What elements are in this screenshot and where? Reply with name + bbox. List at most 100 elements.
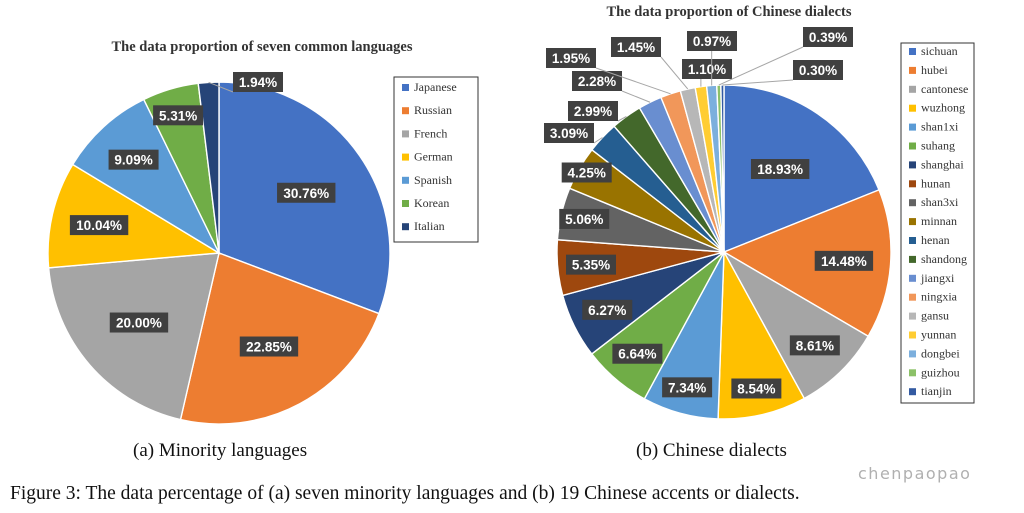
data-label-box [559,208,610,229]
leader-line [718,46,804,86]
data-label-shan1xi: 7.34% [668,380,706,395]
data-label-suhang: 6.64% [618,347,656,362]
legend-label-suhang: suhang [921,139,955,153]
legend-swatch-wuzhong [909,104,916,112]
legend-swatch-italian [402,223,409,231]
legend-swatch-japanese [402,84,409,91]
data-label-shanghai: 6.27% [588,303,626,318]
data-label-hubei: 14.48% [821,254,867,269]
legend-swatch-korean [402,200,409,207]
legend-label-shan3xi: shan3xi [921,195,959,209]
data-label-italian: 1.94% [239,75,277,90]
legend-swatch-tianjin [909,388,916,396]
data-label-german: 10.04% [76,218,122,233]
legend-swatch-sichuan [909,48,916,55]
data-label-box [546,48,596,68]
data-label-box [803,27,853,47]
data-label-tianjin: 0.30% [799,63,837,78]
leader-line [617,116,627,122]
pie-slice-hubei [722,188,892,338]
leader-line [722,79,794,86]
legend-label-jiangxi: jiangxi [920,271,955,285]
legend-label-german: German [414,150,453,164]
legend-swatch-ningxia [909,293,916,301]
pie-slice-cantonese [722,250,870,400]
data-label-box [544,123,594,143]
legend-swatch-yunnan [909,331,916,339]
data-label-box [568,101,618,121]
legend-label-minnan: minnan [921,214,957,228]
legend-label-hunan: hunan [921,176,950,190]
data-label-box [239,336,299,357]
legend-swatch-shan1xi [909,123,916,131]
legend-swatch-shanghai [909,161,916,169]
data-label-korean: 5.31% [159,108,197,123]
legend-label-japanese: Japanese [414,80,457,94]
chart-title: The data proportion of seven common lang… [111,39,412,55]
pie-slice-german [47,163,222,269]
legend-label-shandong: shandong [921,252,967,266]
legend-swatch-gansu [909,312,916,320]
data-label-box [662,377,713,398]
data-label-guizhou: 0.39% [809,30,847,45]
legend-label-dongbei: dongbei [921,346,960,360]
pie-slice-spanish [71,98,221,255]
figure-caption: Figure 3: The data percentage of (a) sev… [10,483,800,504]
data-label-box [277,182,336,203]
legend-label-cantonese: cantonese [921,82,968,96]
legend-label-wuzhong: wuzhong [921,101,965,115]
data-label-box [561,162,612,183]
data-label-box [109,312,169,333]
legend-label-shan1xi: shan1xi [921,120,959,134]
data-label-shandong: 2.99% [574,104,612,119]
data-label-spanish: 9.09% [114,153,152,168]
data-label-box [572,71,622,91]
data-label-box [69,215,129,236]
chart-title: The data proportion of Chinese dialects [606,4,851,20]
data-label-jiangxi: 2.28% [578,74,616,89]
legend-swatch-minnan [909,218,916,226]
legend-label-henan: henan [921,233,950,247]
legend-swatch-russian [402,107,409,115]
legend-swatch-jiangxi [909,274,916,282]
data-label-box [731,378,782,399]
legend-label-italian: Italian [414,219,445,233]
data-label-gansu: 1.45% [617,40,655,55]
data-label-japanese: 30.76% [283,186,329,201]
legend-label-guizhou: guizhou [921,365,960,379]
legend-label-yunnan: yunnan [921,328,956,342]
legend-label-gansu: gansu [921,309,949,323]
watermark-text: chenpaopao [858,464,972,483]
legend-swatch-dongbei [909,350,916,358]
legend-label-french: French [414,126,447,140]
data-label-box [682,59,732,79]
data-label-box [611,37,661,57]
leader-line [621,90,651,103]
legend-label-ningxia: ningxia [921,290,958,304]
legend-swatch-suhang [909,142,916,150]
data-label-wuzhong: 8.54% [737,382,775,397]
data-label-box [687,31,737,51]
subcaption-a: (a) Minority languages [133,440,308,461]
legend-swatch-henan [909,237,916,244]
data-label-box [793,60,843,80]
subcaption-b: (b) Chinese dialects [636,440,787,461]
data-label-box [814,250,874,271]
pie-chart-languages: The data proportion of seven common lang… [47,39,479,425]
pie-chart-dialects: The data proportion of Chinese dialects 1… [544,4,975,420]
data-label-box [566,254,616,275]
legend-label-spanish: Spanish [414,173,452,187]
leader-line [593,137,603,144]
data-label-box [233,72,283,92]
data-label-minnan: 4.25% [568,166,606,181]
data-label-henan: 3.09% [550,126,588,141]
data-label-russian: 22.85% [246,340,292,355]
legend-swatch-hunan [909,180,916,188]
data-label-box [750,159,810,180]
leader-line [660,56,689,90]
data-label-box [789,335,840,356]
leader-line [208,81,234,93]
legend-swatch-spanish [402,176,409,184]
legend-swatch-shandong [909,255,916,263]
pie-slice-french [47,252,220,421]
